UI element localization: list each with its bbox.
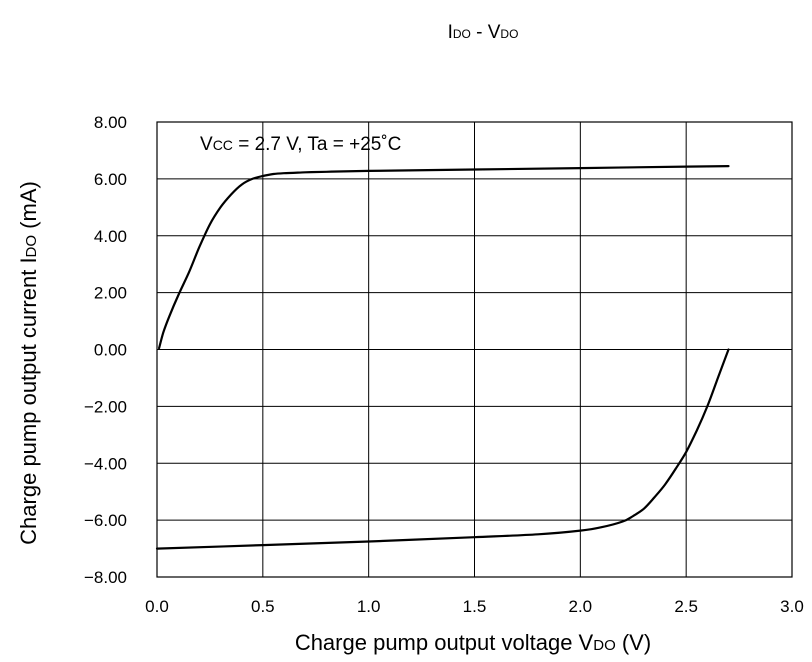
x-tick-label: 2.0	[569, 597, 593, 616]
y-tick-label: −4.00	[84, 454, 127, 473]
y-tick-label: 4.00	[94, 227, 127, 246]
y-tick-label: −6.00	[84, 511, 127, 530]
condition-annotation: VCC = 2.7 V, Ta = +25˚C	[200, 134, 401, 155]
y-tick-label: 8.00	[94, 113, 127, 132]
title-sep-sub: DO	[500, 27, 518, 41]
series-line-2	[157, 350, 729, 549]
x-tick-label: 2.5	[674, 597, 698, 616]
chart-title: IDO - VDO	[448, 22, 519, 43]
y-tick-label: 0.00	[94, 341, 127, 360]
x-tick-label: 1.0	[357, 597, 381, 616]
y-tick-label: 2.00	[94, 284, 127, 303]
title-sep: - V	[471, 22, 501, 43]
y-axis-label: Charge pump output current IDO (mA)	[16, 181, 41, 545]
annotation-v: V	[200, 134, 213, 155]
x-tick-label: 1.5	[463, 597, 487, 616]
y-tick-label: −8.00	[84, 568, 127, 587]
x-axis: 0.0 0.5 1.0 1.5 2.0 2.5 3.0	[145, 597, 804, 616]
title-main-sub: DO	[453, 27, 471, 41]
x-tick-label: 0.0	[145, 597, 169, 616]
x-tick-label: 0.5	[251, 597, 275, 616]
series-layer	[157, 166, 729, 548]
y-tick-label: −2.00	[84, 397, 127, 416]
y-axis: 8.00 6.00 4.00 2.00 0.00 −2.00 −4.00 −6.00 −8.00	[84, 113, 127, 587]
x-axis-label: Charge pump output voltage VDO (V)	[295, 630, 651, 655]
y-tick-label: 6.00	[94, 170, 127, 189]
series-line-1	[159, 166, 728, 348]
annotation-rest: = 2.7 V, Ta = +25˚C	[233, 134, 402, 155]
x-tick-label: 3.0	[780, 597, 804, 616]
annotation-v-sub: CC	[213, 137, 233, 153]
grid	[157, 122, 792, 577]
